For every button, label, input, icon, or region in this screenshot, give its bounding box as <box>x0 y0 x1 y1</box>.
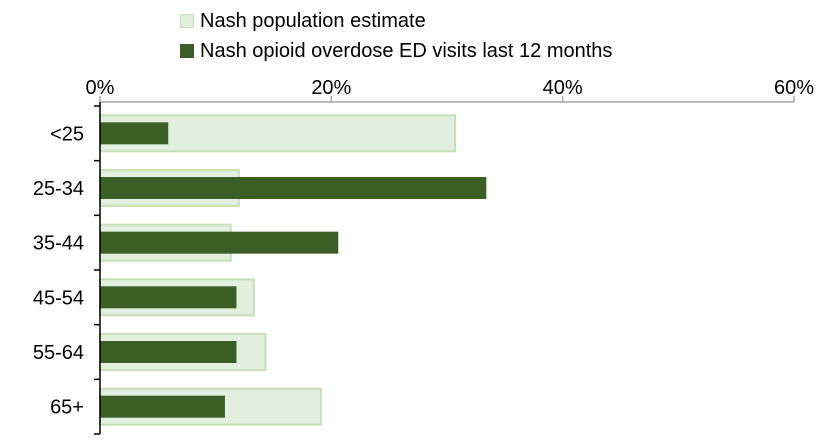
bar-ed-visits-3 <box>100 286 237 309</box>
bar-ed-visits-1 <box>100 177 487 199</box>
category-label: 65+ <box>50 397 84 419</box>
x-tick-label: 0% <box>86 77 115 99</box>
bar-ed-visits-5 <box>100 395 225 418</box>
legend-label-population: Nash population estimate <box>200 9 426 32</box>
category-label: 25-34 <box>33 178 84 200</box>
legend-item-ed-visits: Nash opioid overdose ED visits last 12 m… <box>180 36 612 66</box>
legend-item-population: Nash population estimate <box>180 6 612 36</box>
legend-swatch-population <box>180 14 194 28</box>
x-tick-label: 40% <box>543 77 583 99</box>
x-tick-label: 20% <box>311 77 351 99</box>
category-label: 55-64 <box>33 342 84 364</box>
bar-ed-visits-0 <box>100 122 169 145</box>
x-tick-label: 60% <box>774 77 814 99</box>
bar-ed-visits-4 <box>100 341 237 363</box>
bar-ed-visits-2 <box>100 231 339 254</box>
legend-swatch-ed-visits <box>180 44 194 58</box>
category-label: <25 <box>50 123 84 145</box>
category-label: 45-54 <box>33 287 84 309</box>
legend: Nash population estimate Nash opioid ove… <box>180 6 612 66</box>
legend-label-ed-visits: Nash opioid overdose ED visits last 12 m… <box>200 39 613 62</box>
category-label: 35-44 <box>33 233 84 255</box>
